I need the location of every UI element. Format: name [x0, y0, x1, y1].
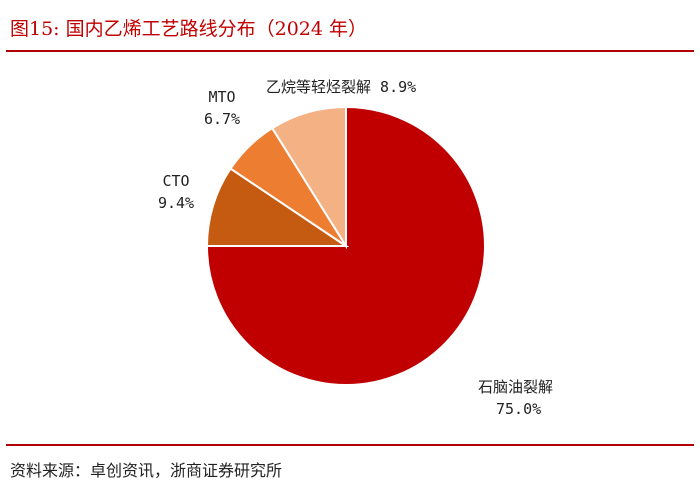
- slice-label-naphtha: 石脑油裂解 75.0%: [478, 376, 553, 420]
- pie-slice-naphtha: [205, 105, 486, 386]
- figure-title: 图15: 国内乙烯工艺路线分布（2024 年）: [10, 18, 368, 40]
- source-note: 资料来源：卓创资讯，浙商证券研究所: [10, 461, 283, 480]
- title-divider: [6, 50, 694, 52]
- slice-name-naphtha: 石脑油裂解: [478, 378, 554, 396]
- slice-value-mto: 6.7%: [203, 110, 241, 128]
- slice-name-cto: CTO: [162, 172, 190, 190]
- slice-name-mto: MTO: [208, 88, 236, 106]
- slice-label-cto: CTO 9.4%: [146, 170, 206, 214]
- pie-slice-cto: [205, 167, 350, 247]
- slice-label-mto: MTO 6.7%: [192, 86, 252, 130]
- pie-slice-ethane: [270, 105, 347, 250]
- slice-name-ethane: 乙烷等轻烃裂解: [266, 78, 372, 96]
- source-divider: [6, 444, 694, 446]
- slice-label-ethane: 乙烷等轻烃裂解 8.9%: [266, 76, 416, 98]
- slice-value-cto: 9.4%: [157, 194, 195, 212]
- slice-value-naphtha: 75.0%: [496, 400, 542, 418]
- slice-value-ethane: 8.9%: [380, 78, 417, 96]
